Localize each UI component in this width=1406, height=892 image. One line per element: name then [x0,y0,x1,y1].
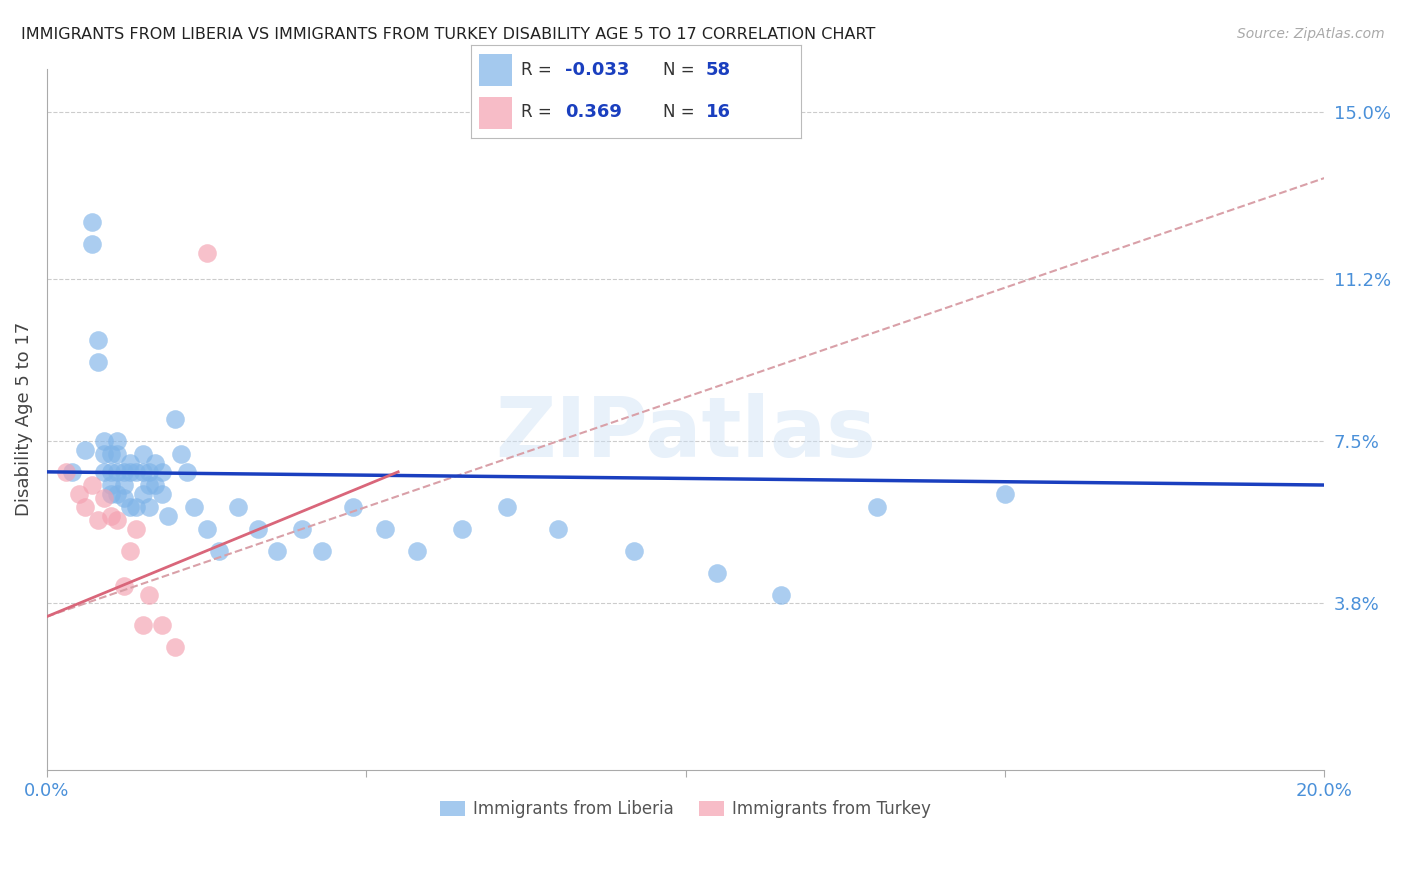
Point [547,522,569,536]
Point [150,487,173,501]
Point [112,465,135,479]
Point [118,500,141,514]
Point [87,513,110,527]
Point [105,434,128,449]
Point [87,334,110,348]
Text: 0.369: 0.369 [565,103,621,121]
Point [125,522,148,536]
Text: R =: R = [520,103,551,121]
Point [150,465,173,479]
Text: ZIPatlas: ZIPatlas [495,392,876,474]
Point [105,447,128,461]
Point [100,447,122,461]
Point [170,447,193,461]
Text: 58: 58 [706,61,731,78]
Text: IMMIGRANTS FROM LIBERIA VS IMMIGRANTS FROM TURKEY DISABILITY AGE 5 TO 17 CORRELA: IMMIGRANTS FROM LIBERIA VS IMMIGRANTS FR… [21,27,876,42]
Point [93,434,115,449]
Point [138,465,160,479]
Point [131,447,153,461]
Point [138,478,160,492]
Point [342,500,364,514]
Point [706,566,728,580]
Point [75,500,97,514]
Point [228,500,250,514]
Point [87,355,110,369]
Point [246,522,269,536]
Point [112,579,135,593]
Point [266,543,288,558]
Point [311,543,333,558]
Point [100,478,122,492]
Point [145,478,167,492]
Point [145,456,167,470]
Point [118,543,141,558]
Point [195,522,218,536]
Point [100,465,122,479]
Point [451,522,474,536]
Point [131,618,153,632]
Text: N =: N = [662,61,695,78]
Point [112,478,135,492]
Point [866,500,889,514]
Point [67,487,90,501]
Point [93,465,115,479]
Point [112,491,135,505]
Bar [479,97,512,129]
Point [62,465,84,479]
Point [118,456,141,470]
Point [55,465,77,479]
Point [105,487,128,501]
Point [125,500,148,514]
Point [93,491,115,505]
Point [100,487,122,501]
Text: Source: ZipAtlas.com: Source: ZipAtlas.com [1237,27,1385,41]
Point [80,478,103,492]
Point [157,508,180,523]
Point [138,588,160,602]
Point [495,500,517,514]
Point [163,640,186,655]
Point [105,513,128,527]
Point [125,465,148,479]
Point [208,543,231,558]
Bar [479,54,512,86]
Point [80,215,103,229]
Point [406,543,429,558]
Point [100,508,122,523]
Point [75,442,97,457]
Legend: Immigrants from Liberia, Immigrants from Turkey: Immigrants from Liberia, Immigrants from… [433,794,938,825]
Point [183,500,205,514]
Point [105,465,128,479]
Text: R =: R = [520,61,551,78]
Point [131,487,153,501]
Point [118,465,141,479]
Point [623,543,645,558]
Point [150,618,173,632]
Point [176,465,198,479]
Point [291,522,314,536]
Point [138,500,160,514]
Point [195,245,218,260]
Point [131,465,153,479]
Point [163,412,186,426]
Point [994,487,1017,501]
Text: 16: 16 [706,103,731,121]
Point [80,236,103,251]
Text: N =: N = [662,103,695,121]
Y-axis label: Disability Age 5 to 17: Disability Age 5 to 17 [15,322,32,516]
Point [374,522,396,536]
Point [93,447,115,461]
Point [770,588,793,602]
Text: -0.033: -0.033 [565,61,630,78]
